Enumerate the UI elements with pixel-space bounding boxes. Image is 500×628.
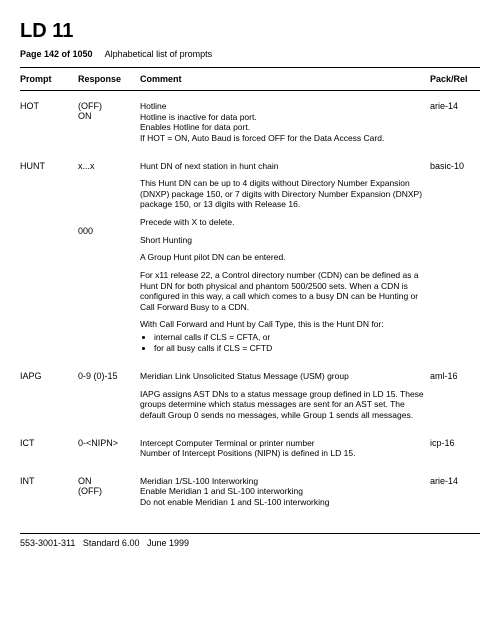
- bullet-list: internal calls if CLS = CFTA, or for all…: [154, 332, 430, 354]
- table-row: INT ON (OFF) Meridian 1/SL-100 Interwork…: [20, 476, 480, 515]
- header-comment: Comment: [140, 74, 430, 84]
- header-response: Response: [78, 74, 140, 84]
- page-footer: 553-3001-311 Standard 6.00 June 1999: [20, 533, 480, 548]
- subheader: Page 142 of 1050 Alphabetical list of pr…: [20, 49, 480, 59]
- pack-cell: arie-14: [430, 101, 480, 151]
- pack-cell: arie-14: [430, 476, 480, 515]
- prompt-cell: INT: [20, 476, 78, 515]
- pack-cell: icp-16: [430, 438, 480, 466]
- prompt-cell: HUNT: [20, 161, 78, 362]
- comment-cell: Meridian Link Unsolicited Status Message…: [140, 371, 430, 428]
- comment-cell: Hunt DN of next station in hunt chain Th…: [140, 161, 430, 362]
- pack-cell: basic-10: [430, 161, 480, 362]
- table-row: HOT (OFF) ON Hotline Hotline is inactive…: [20, 101, 480, 151]
- prompt-cell: HOT: [20, 101, 78, 151]
- response-cell: ON (OFF): [78, 476, 140, 515]
- response-cell: (OFF) ON: [78, 101, 140, 151]
- comment-cell: Meridian 1/SL-100 Interworking Enable Me…: [140, 476, 430, 515]
- response-cell: x...x 000: [78, 161, 140, 362]
- subtitle: Alphabetical list of prompts: [105, 49, 213, 59]
- header-pack: Pack/Rel: [430, 74, 480, 84]
- response-cell: 0-9 (0)-15: [78, 371, 140, 428]
- divider: [20, 90, 480, 91]
- prompt-cell: ICT: [20, 438, 78, 466]
- date: June 1999: [147, 538, 189, 548]
- comment-cell: Intercept Computer Terminal or printer n…: [140, 438, 430, 466]
- header-prompt: Prompt: [20, 74, 78, 84]
- response-cell: 0-<NIPN>: [78, 438, 140, 466]
- list-item: for all busy calls if CLS = CFTD: [154, 343, 430, 354]
- standard-version: Standard 6.00: [83, 538, 140, 548]
- table-row: HUNT x...x 000 Hunt DN of next station i…: [20, 161, 480, 362]
- list-item: internal calls if CLS = CFTA, or: [154, 332, 430, 343]
- page-info: Page 142 of 1050: [20, 49, 93, 59]
- table-header: Prompt Response Comment Pack/Rel: [20, 68, 480, 90]
- pack-cell: aml-16: [430, 371, 480, 428]
- comment-cell: Hotline Hotline is inactive for data por…: [140, 101, 430, 151]
- table-row: IAPG 0-9 (0)-15 Meridian Link Unsolicite…: [20, 371, 480, 428]
- prompt-cell: IAPG: [20, 371, 78, 428]
- doc-title: LD 11: [20, 20, 480, 43]
- table-row: ICT 0-<NIPN> Intercept Computer Terminal…: [20, 438, 480, 466]
- doc-number: 553-3001-311: [20, 538, 75, 548]
